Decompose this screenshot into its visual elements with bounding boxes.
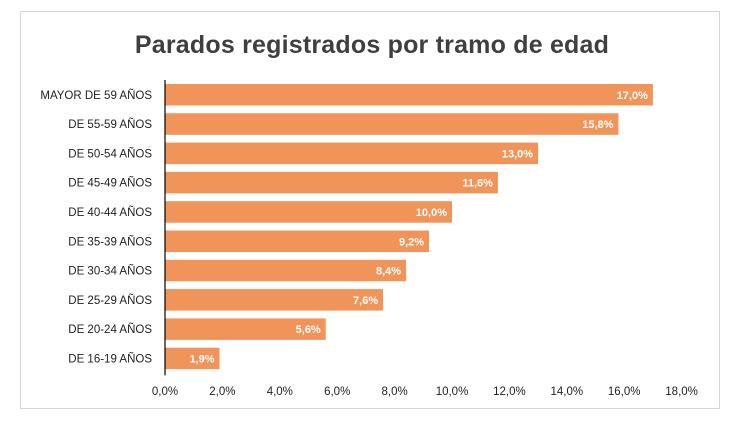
data-label-3: 13,0% xyxy=(502,148,533,160)
bar-10 xyxy=(165,347,220,370)
data-label-2: 15,8% xyxy=(582,119,613,131)
category-label-8: DE 25-29 AÑOS xyxy=(68,294,152,307)
category-label-9: DE 20-24 AÑOS xyxy=(68,323,152,336)
bar-6 xyxy=(165,230,430,252)
x-tick-label-2: 2,0% xyxy=(209,386,235,398)
bar-3 xyxy=(165,142,539,165)
x-tick-label-10: 18,0% xyxy=(665,386,698,398)
x-tick-label-8: 14,0% xyxy=(550,386,583,398)
data-label-8: 7,6% xyxy=(353,295,378,307)
x-tick-label-9: 16,0% xyxy=(608,386,641,398)
bar-9 xyxy=(165,318,326,340)
category-label-2: DE 55-59 AÑOS xyxy=(68,118,152,131)
data-label-9: 5,6% xyxy=(296,324,321,336)
data-label-6: 9,2% xyxy=(399,236,424,248)
data-label-7: 8,4% xyxy=(376,266,401,278)
data-label-1: 17,0% xyxy=(617,90,648,102)
data-label-10: 1,9% xyxy=(189,353,214,365)
bar-7 xyxy=(165,259,407,282)
x-tick-label-5: 8,0% xyxy=(381,386,407,398)
bar-4 xyxy=(165,171,498,194)
x-tick-label-7: 12,0% xyxy=(493,386,526,398)
data-label-4: 11,6% xyxy=(462,178,493,190)
category-label-4: DE 45-49 AÑOS xyxy=(68,177,152,190)
bar-5 xyxy=(165,201,452,223)
x-tick-label-1: 0,0% xyxy=(152,386,178,398)
category-label-10: DE 16-19 AÑOS xyxy=(68,352,152,365)
category-label-5: DE 40-44 AÑOS xyxy=(68,206,152,219)
category-label-6: DE 35-39 AÑOS xyxy=(68,235,152,248)
data-label-5: 10,0% xyxy=(416,207,447,219)
category-label-3: DE 50-54 AÑOS xyxy=(68,147,152,160)
category-label-7: DE 30-34 AÑOS xyxy=(68,265,152,278)
bar-1 xyxy=(165,84,653,106)
x-tick-label-4: 6,0% xyxy=(324,386,350,398)
x-tick-label-3: 4,0% xyxy=(267,386,293,398)
chart-title: Parados registrados por tramo de edad xyxy=(134,31,610,59)
x-tick-label-6: 10,0% xyxy=(436,386,469,398)
bar-2 xyxy=(165,113,619,135)
category-label-1: MAYOR DE 59 AÑOS xyxy=(40,89,152,102)
bar-8 xyxy=(165,289,384,311)
